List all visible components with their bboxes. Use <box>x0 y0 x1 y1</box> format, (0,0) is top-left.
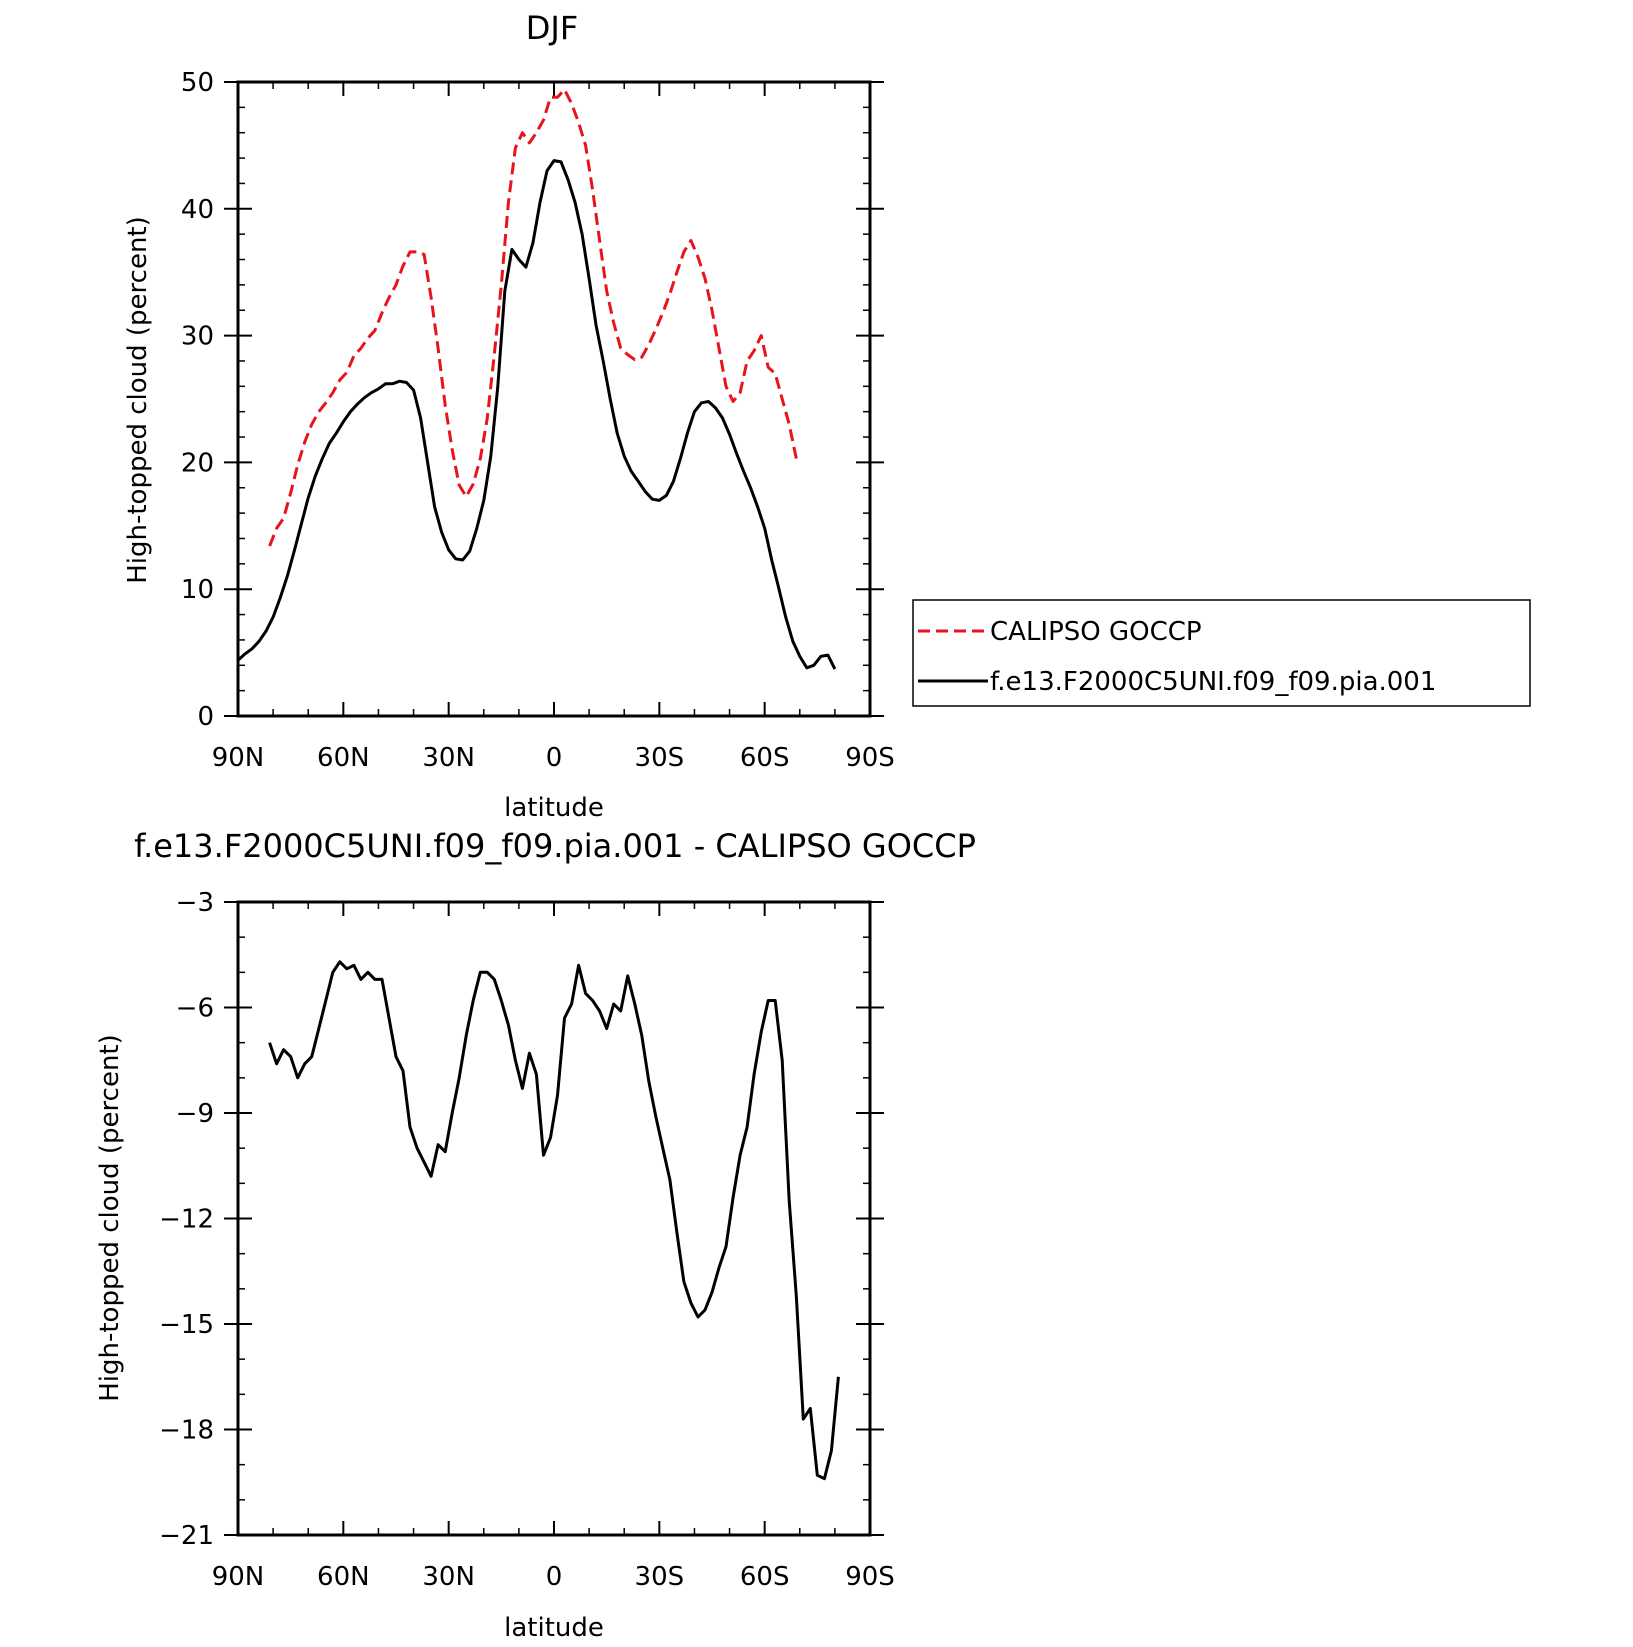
x-tick-label: 90S <box>845 1562 895 1592</box>
y-tick-label: −21 <box>159 1521 214 1551</box>
top-x-axis-label: latitude <box>504 793 604 823</box>
x-tick-label: 30N <box>422 743 475 773</box>
y-tick-label: −9 <box>176 1099 214 1129</box>
x-tick-label: 60N <box>317 743 370 773</box>
bottom-panel: f.e13.F2000C5UNI.f09_f09.pia.001 - CALIP… <box>95 827 976 1643</box>
top-plot-frame <box>236 80 872 718</box>
x-tick-label: 0 <box>546 1562 563 1592</box>
top-series-line-1 <box>236 159 837 670</box>
x-tick-label: 60S <box>740 743 790 773</box>
x-tick-label: 60N <box>317 1562 370 1592</box>
y-tick-label: −12 <box>159 1205 214 1235</box>
bottom-chart-title: f.e13.F2000C5UNI.f09_f09.pia.001 - CALIP… <box>134 827 976 865</box>
top-series-line-0 <box>268 88 798 547</box>
x-tick-label: 90S <box>845 743 895 773</box>
legend: CALIPSO GOCCP f.e13.F2000C5UNI.f09_f09.p… <box>912 599 1531 707</box>
bottom-series-line-0 <box>268 960 840 1481</box>
y-tick-label: 20 <box>181 448 214 478</box>
bottom-series-lines <box>268 960 840 1481</box>
x-tick-label: 60S <box>740 1562 790 1592</box>
x-tick-label: 90N <box>212 743 265 773</box>
y-tick-label: 50 <box>181 68 214 98</box>
x-tick-label: 30S <box>635 1562 685 1592</box>
legend-label-calipso: CALIPSO GOCCP <box>990 617 1202 647</box>
bottom-x-tick-labels: 90N 60N 30N 0 30S 60S 90S <box>212 1562 895 1592</box>
top-axis-ticks <box>224 81 884 717</box>
top-y-axis-label: High-topped cloud (percent) <box>123 216 153 584</box>
y-tick-label: −15 <box>159 1310 214 1340</box>
y-tick-label: −18 <box>159 1416 214 1446</box>
bottom-x-axis-label: latitude <box>504 1613 604 1643</box>
bottom-y-tick-labels: −3 −6 −9 −12 −15 −18 −21 <box>159 888 214 1551</box>
top-x-tick-labels: 90N 60N 30N 0 30S 60S 90S <box>212 743 895 773</box>
legend-label-model: f.e13.F2000C5UNI.f09_f09.pia.001 <box>990 667 1436 697</box>
legend-box <box>912 599 1531 707</box>
x-tick-label: 30S <box>635 743 685 773</box>
y-tick-label: 10 <box>181 575 214 605</box>
x-tick-label: 30N <box>422 1562 475 1592</box>
x-tick-label: 90N <box>212 1562 265 1592</box>
y-tick-label: −6 <box>176 994 214 1024</box>
y-tick-label: 30 <box>181 322 214 352</box>
y-tick-label: −3 <box>176 888 214 918</box>
bottom-y-axis-label: High-topped cloud (percent) <box>95 1034 125 1402</box>
bottom-plot-frame <box>236 900 872 1537</box>
y-tick-label: 40 <box>181 195 214 225</box>
x-tick-label: 0 <box>546 743 563 773</box>
top-series-lines <box>236 88 837 670</box>
top-y-tick-labels: 0 10 20 30 40 50 <box>181 68 214 732</box>
top-panel: DJF 90N 60N 30N 0 30S 60S 90S 0 10 20 30 40 50 lati… <box>123 9 895 823</box>
y-tick-label: 0 <box>197 702 214 732</box>
top-chart-title: DJF <box>526 9 578 47</box>
bottom-axis-ticks <box>224 901 884 1536</box>
